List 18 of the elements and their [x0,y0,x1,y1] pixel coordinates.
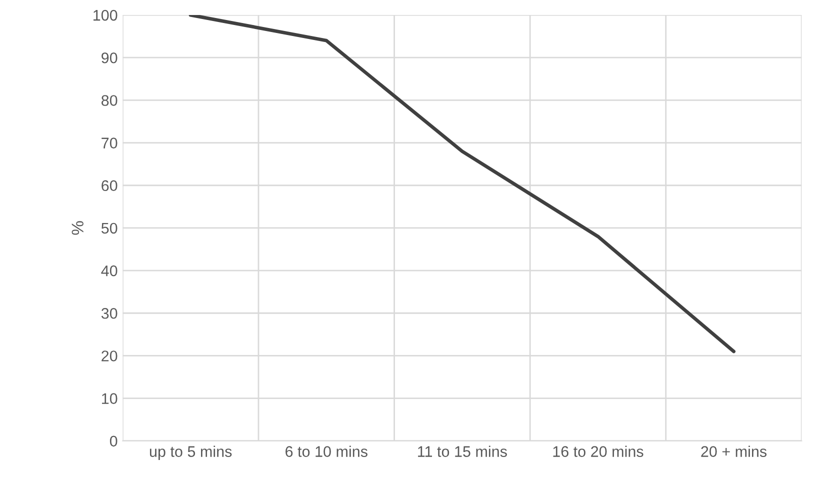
y-tick-label: 30 [101,308,118,319]
y-tick-label: 70 [102,138,118,148]
x-tick-label: 20 + mins [701,446,767,457]
y-tick-label: 100 [94,10,118,21]
y-tick-label: 50 [101,222,118,234]
x-tick-label: up to 5 mins [150,446,232,460]
y-tick-label: 10 [102,393,118,404]
y-axis-title: % [72,221,84,235]
y-tick-label: 40 [101,265,118,276]
x-tick-label: 11 to 15 mins [418,446,507,457]
x-tick-label: 6 to 10 mins [286,446,368,457]
y-tick-label: 20 [102,350,118,362]
y-tick-label: 80 [102,95,118,106]
y-tick-label: 90 [102,52,118,64]
y-tick-label: 0 [110,436,118,447]
line-series [188,15,736,354]
x-tick-label: 16 to 20 mins [553,446,644,457]
y-tick-label: 60 [102,180,118,192]
